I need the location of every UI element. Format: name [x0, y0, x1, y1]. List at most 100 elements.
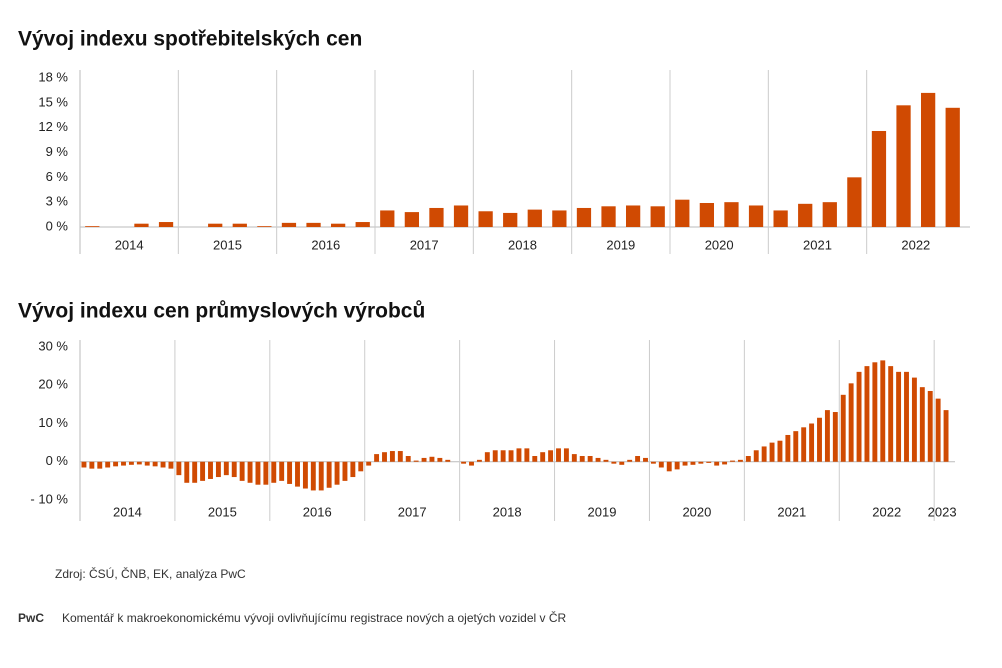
bar — [382, 452, 387, 462]
bar — [611, 461, 617, 464]
bar — [817, 417, 822, 462]
bar — [429, 207, 444, 227]
bar — [524, 448, 530, 462]
bar — [904, 371, 909, 462]
x-tick-label: 2018 — [508, 237, 537, 252]
bar — [144, 461, 150, 466]
bar — [445, 459, 451, 462]
bar — [927, 390, 933, 462]
x-tick-label: 2015 — [208, 504, 237, 519]
x-tick-label: 2023 — [928, 504, 957, 519]
bar — [168, 461, 174, 469]
bar — [601, 206, 616, 227]
bar — [587, 456, 593, 462]
bar — [136, 461, 142, 465]
bar — [239, 461, 245, 481]
bar — [563, 448, 569, 462]
bar — [492, 450, 498, 462]
y-tick-label: 12 % — [38, 119, 68, 134]
x-tick-label: 2020 — [682, 504, 711, 519]
bar — [287, 461, 293, 484]
x-tick-label: 2014 — [113, 504, 142, 519]
bar — [279, 461, 285, 481]
bar — [666, 461, 672, 472]
bar — [158, 222, 174, 227]
bar — [389, 451, 395, 462]
bar — [801, 427, 807, 462]
bar — [128, 461, 134, 465]
bar — [753, 450, 759, 462]
x-tick-label: 2017 — [398, 504, 427, 519]
bar — [215, 461, 221, 478]
x-tick-label: 2022 — [872, 504, 901, 519]
bar — [532, 456, 538, 462]
bar — [134, 223, 149, 227]
bar — [674, 461, 680, 470]
bar — [724, 202, 739, 227]
x-tick-label: 2019 — [606, 237, 635, 252]
bar — [421, 457, 427, 462]
bar — [888, 366, 894, 462]
bar — [380, 210, 395, 227]
bar — [943, 410, 949, 462]
bar — [847, 177, 862, 227]
bar — [350, 461, 356, 478]
bar — [85, 226, 100, 227]
chart-title: Vývoj indexu spotřebitelských cen — [18, 28, 362, 51]
bar — [413, 460, 419, 462]
bar — [160, 461, 166, 468]
bar — [397, 451, 403, 462]
bar — [896, 371, 902, 462]
bar — [650, 206, 665, 227]
bar — [500, 450, 506, 462]
bar — [935, 398, 941, 462]
bar — [257, 226, 272, 227]
bar — [105, 461, 111, 468]
bar — [785, 434, 791, 462]
x-tick-label: 2016 — [311, 237, 340, 252]
bar — [635, 456, 641, 462]
bar — [231, 461, 237, 478]
bar — [798, 203, 813, 227]
bar — [793, 431, 799, 462]
y-tick-label: 9 % — [46, 144, 69, 159]
y-tick-label: 15 % — [38, 94, 68, 109]
bar — [405, 456, 411, 462]
bar — [552, 210, 567, 227]
footer-text: Komentář k makroekonomickému vývoji ovli… — [62, 610, 567, 625]
bar — [152, 461, 158, 467]
x-tick-label: 2019 — [588, 504, 617, 519]
bar — [730, 460, 735, 462]
bar — [619, 461, 625, 465]
bar — [896, 105, 911, 227]
x-tick-label: 2015 — [213, 237, 242, 252]
bar — [184, 461, 190, 483]
bar — [650, 461, 656, 464]
bar — [769, 442, 775, 462]
source: Zdroj: ČSÚ, ČNB, EK, analýza PwC — [55, 566, 246, 581]
bar — [232, 223, 247, 227]
bar — [824, 410, 830, 462]
bar — [326, 461, 332, 488]
y-tick-label: 6 % — [46, 169, 69, 184]
bar — [310, 461, 316, 491]
bar — [540, 452, 546, 462]
bar — [699, 202, 715, 227]
bar — [919, 387, 925, 462]
bar — [508, 450, 514, 462]
bar — [355, 222, 370, 227]
bar — [832, 412, 838, 462]
bar — [404, 212, 420, 227]
bar — [255, 461, 261, 485]
bar — [571, 454, 577, 462]
y-tick-label: 20 % — [38, 377, 68, 392]
bar — [911, 377, 917, 462]
x-tick-label: 2020 — [705, 237, 734, 252]
y-tick-label: - 10 % — [30, 491, 68, 506]
x-tick-label: 2016 — [303, 504, 332, 519]
bar — [342, 461, 348, 481]
bar — [503, 212, 518, 227]
bar — [548, 450, 554, 462]
bar — [281, 222, 297, 227]
